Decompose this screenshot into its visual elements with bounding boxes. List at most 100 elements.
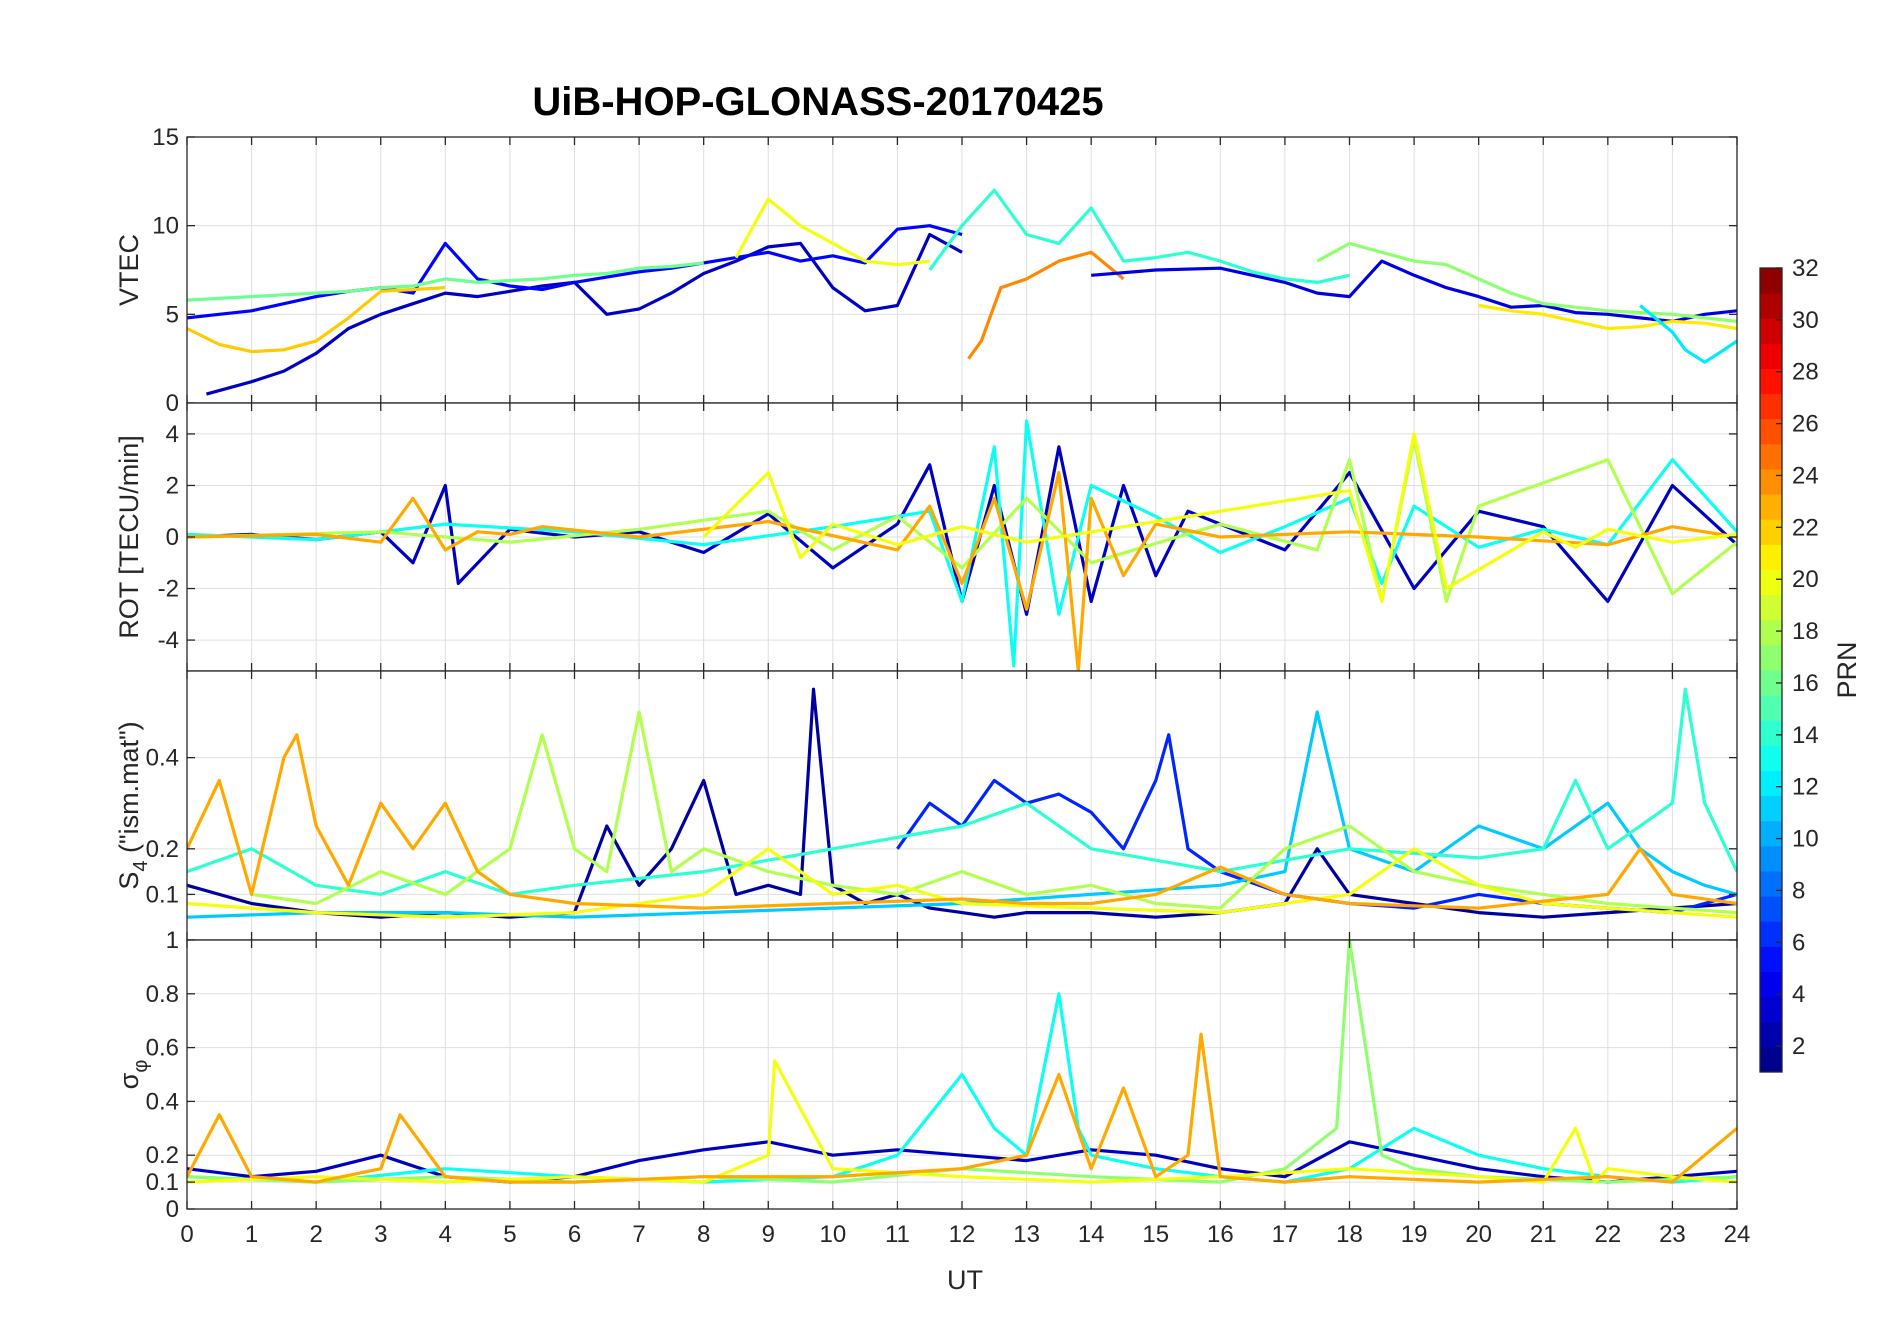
series-line-prn-24	[967, 250, 1125, 360]
series-line-prn-20	[702, 432, 1737, 604]
colorbar-swatch	[1760, 770, 1782, 797]
colorbar-swatch	[1760, 921, 1782, 947]
colorbar-tick-label: 28	[1792, 359, 1819, 386]
colorbar-swatch	[1760, 569, 1782, 596]
y-axis-label-rot: ROT [TECU/min]	[114, 435, 144, 639]
colorbar-swatch	[1760, 971, 1782, 998]
x-tick-label: 21	[1530, 1221, 1557, 1248]
colorbar-tick-label: 18	[1792, 618, 1819, 645]
x-tick-label: 18	[1336, 1221, 1363, 1248]
panel-vtec: 0 5 10 15 VTEC	[114, 124, 1738, 417]
colorbar-swatch	[1760, 544, 1782, 570]
y-tick-label: 0.2	[146, 836, 179, 863]
colorbar-swatch	[1760, 745, 1782, 771]
x-tick-label: 10	[819, 1221, 846, 1248]
colorbar-swatch	[1760, 318, 1782, 344]
x-tick-label: 6	[568, 1221, 581, 1248]
series-line-prn-20	[187, 1059, 1737, 1184]
panel-sigma: 00.10.2 0.4 0.6 0.8 1 σφ	[114, 927, 1738, 1223]
series-line-prn-14	[928, 188, 1350, 284]
series-line-prn-17	[187, 940, 1737, 1184]
y-tick-label: 0.8	[146, 981, 179, 1008]
series-line-prn-18	[251, 710, 1737, 915]
y-tick-label: 0.2	[146, 1142, 179, 1169]
x-tick-label: 13	[1013, 1221, 1040, 1248]
x-tick-label: 14	[1078, 1221, 1105, 1248]
series-line-prn-13	[187, 419, 1737, 668]
y-tick-label: 0.6	[146, 1035, 179, 1062]
x-axis-label: UT	[947, 1265, 983, 1295]
x-tick-label: 22	[1594, 1221, 1621, 1248]
colorbar-tick-label: 30	[1792, 307, 1819, 334]
colorbar-tick-label: 2	[1792, 1033, 1805, 1060]
x-tick-label: 23	[1659, 1221, 1686, 1248]
colorbar-swatch	[1760, 996, 1782, 1023]
series-line-prn-18	[187, 437, 1737, 604]
colorbar-swatch	[1760, 644, 1782, 671]
colorbar-swatch	[1760, 670, 1782, 696]
x-tick-label: 1	[245, 1221, 258, 1248]
colorbar-swatch	[1760, 594, 1782, 621]
colorbar-swatch	[1760, 695, 1782, 721]
x-tick-label: 5	[503, 1221, 516, 1248]
y-tick-label: 4	[166, 421, 179, 448]
y-tick-label: 0.4	[146, 745, 179, 772]
series-group	[187, 188, 1737, 396]
y-axis-label-sigma: σφ	[114, 1060, 152, 1090]
colorbar-tick-label: 6	[1792, 929, 1805, 956]
y-tick-label: 5	[166, 301, 179, 328]
series-line-prn-17	[1316, 241, 1737, 323]
colorbar-swatch	[1760, 871, 1782, 897]
series-group	[187, 940, 1737, 1184]
colorbar-swatch	[1760, 443, 1782, 470]
colorbar-tick-label: 4	[1792, 981, 1805, 1008]
chart-title: UiB-HOP-GLONASS-20170425	[532, 80, 1103, 124]
series-line-prn-23	[187, 471, 1737, 671]
series-line-prn-22	[187, 286, 446, 354]
series-line-prn-11	[187, 710, 1737, 919]
x-tick-label: 8	[697, 1221, 710, 1248]
series-line-prn-5	[187, 224, 963, 320]
series-line-prn-3	[205, 232, 963, 396]
y-tick-label: 0.1	[146, 881, 179, 908]
colorbar-swatch	[1760, 619, 1782, 646]
x-tick-label: 11	[885, 1221, 910, 1248]
x-tick-label: 4	[439, 1221, 452, 1248]
y-tick-label: 0.4	[146, 1088, 179, 1115]
colorbar-swatch	[1760, 418, 1782, 445]
x-tick-label: 20	[1465, 1221, 1492, 1248]
y-tick-label: 2	[166, 472, 179, 499]
series-line-prn-21	[1478, 303, 1737, 331]
colorbar-swatch	[1760, 795, 1782, 822]
series-line-prn-23	[187, 1032, 1737, 1184]
y-tick-label: -2	[158, 576, 179, 603]
colorbar-swatch	[1760, 494, 1782, 520]
colorbar-swatch	[1760, 946, 1782, 972]
colorbar-swatch	[1760, 393, 1782, 420]
y-tick-label: 1	[166, 927, 179, 954]
series-line-prn-20	[187, 847, 1737, 919]
x-tick-label: 24	[1724, 1221, 1751, 1248]
x-tick-label: 2	[309, 1221, 322, 1248]
colorbar-swatch	[1760, 519, 1782, 545]
colorbar-swatch	[1760, 720, 1782, 746]
colorbar-tick-label: 16	[1792, 670, 1819, 697]
series-line-prn-23	[187, 733, 1737, 910]
y-tick-label: 0.1	[146, 1169, 179, 1196]
colorbar-tick-label: 26	[1792, 411, 1819, 438]
colorbar-swatch	[1760, 368, 1782, 395]
x-tick-label: 16	[1207, 1221, 1234, 1248]
series-line-prn-16	[187, 261, 704, 302]
colorbar-swatch	[1760, 1046, 1782, 1073]
colorbar-swatch	[1760, 293, 1782, 319]
panel-rot: -4 -2 0 2 4 ROT [TECU/min]	[114, 402, 1738, 672]
x-tick-label: 7	[632, 1221, 645, 1248]
y-axis-label-s4: S4 ("ism.mat")	[114, 721, 152, 889]
colorbar-swatch	[1760, 268, 1782, 294]
colorbar-swatch	[1760, 845, 1782, 872]
series-line-prn-20	[734, 197, 930, 267]
colorbar-swatch	[1760, 469, 1782, 495]
series-group	[187, 687, 1737, 919]
